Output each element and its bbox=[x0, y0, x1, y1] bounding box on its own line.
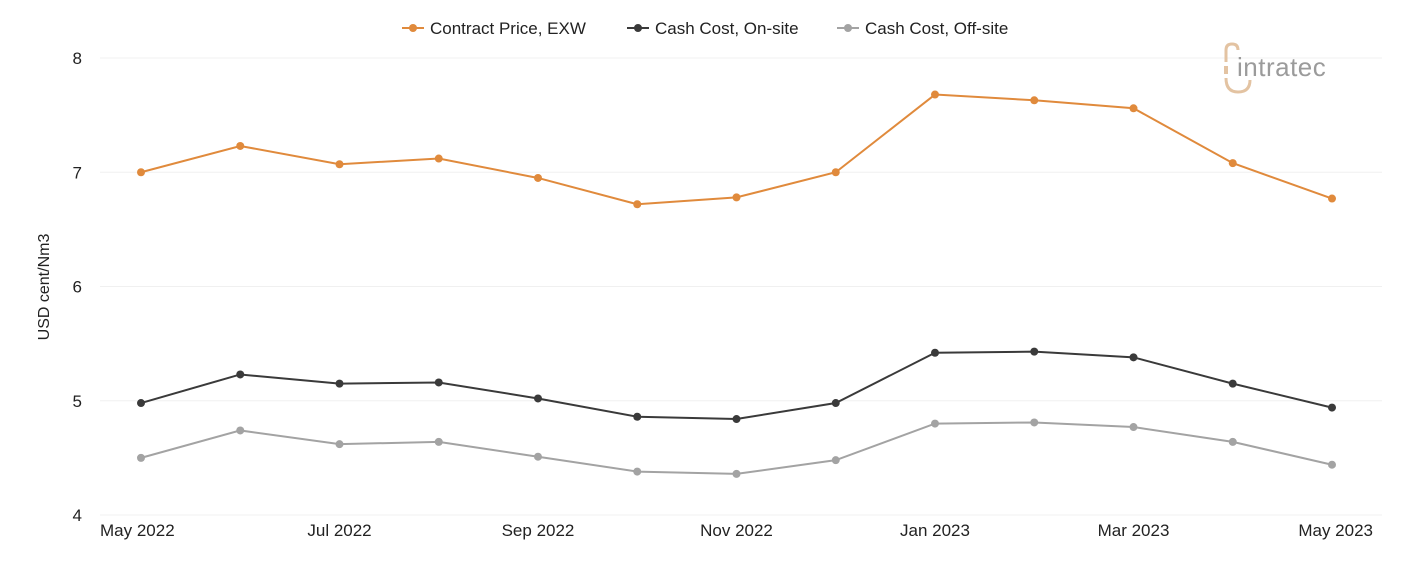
x-tick-label: Jul 2022 bbox=[307, 521, 371, 540]
data-point[interactable] bbox=[931, 348, 939, 357]
data-point[interactable] bbox=[335, 160, 344, 169]
legend-label: Cash Cost, On-site bbox=[655, 19, 799, 38]
legend-marker-icon bbox=[844, 24, 852, 32]
data-point[interactable] bbox=[831, 399, 840, 408]
data-point[interactable] bbox=[931, 90, 939, 99]
y-axis-title: USD cent/Nm3 bbox=[36, 234, 53, 341]
data-point[interactable] bbox=[1030, 347, 1039, 356]
data-point[interactable] bbox=[1129, 423, 1138, 432]
y-tick-label: 6 bbox=[73, 278, 82, 297]
data-point[interactable] bbox=[1328, 194, 1336, 203]
x-tick-label: May 2023 bbox=[1298, 521, 1373, 540]
data-point[interactable] bbox=[335, 440, 344, 449]
x-tick-label: Nov 2022 bbox=[700, 521, 773, 540]
data-point[interactable] bbox=[534, 394, 542, 403]
legend-label: Cash Cost, Off-site bbox=[865, 19, 1008, 38]
data-point[interactable] bbox=[137, 453, 145, 462]
series-line-2 bbox=[140, 421, 1333, 475]
data-point[interactable] bbox=[633, 200, 642, 209]
y-tick-label: 4 bbox=[73, 506, 82, 525]
data-point[interactable] bbox=[236, 141, 245, 150]
data-point[interactable] bbox=[633, 467, 642, 476]
data-point[interactable] bbox=[633, 412, 642, 421]
legend-marker-icon bbox=[634, 24, 642, 32]
data-point[interactable] bbox=[931, 419, 939, 428]
data-point[interactable] bbox=[1030, 418, 1039, 427]
data-point[interactable] bbox=[831, 168, 840, 177]
y-axis-ticks: 4 5 6 7 8 bbox=[73, 49, 82, 525]
data-point[interactable] bbox=[335, 379, 344, 388]
legend-label: Contract Price, EXW bbox=[430, 19, 586, 38]
gridlines bbox=[100, 57, 1382, 516]
data-point[interactable] bbox=[1328, 460, 1336, 469]
series-layer bbox=[137, 90, 1336, 478]
series-0 bbox=[137, 90, 1336, 209]
data-point[interactable] bbox=[1228, 437, 1237, 446]
data-point[interactable] bbox=[1228, 379, 1237, 388]
x-axis-ticks: May 2022 Jul 2022 Sep 2022 Nov 2022 Jan 2023… bbox=[100, 521, 1373, 540]
x-tick-label: Jan 2023 bbox=[900, 521, 970, 540]
legend-item-2[interactable]: Cash Cost, Off-site bbox=[837, 19, 1008, 38]
data-point[interactable] bbox=[1228, 159, 1237, 168]
logo-mark-icon bbox=[1224, 42, 1252, 94]
data-point[interactable] bbox=[137, 168, 145, 177]
legend[interactable]: Contract Price, EXW Cash Cost, On-site Cas… bbox=[402, 19, 1008, 38]
intratec-logo: intratec bbox=[1224, 42, 1326, 94]
y-tick-label: 5 bbox=[73, 392, 82, 411]
legend-marker-icon bbox=[409, 24, 417, 32]
legend-item-0[interactable]: Contract Price, EXW bbox=[402, 19, 586, 38]
data-point[interactable] bbox=[1328, 403, 1336, 412]
data-point[interactable] bbox=[732, 415, 741, 424]
data-point[interactable] bbox=[534, 452, 542, 461]
series-1 bbox=[137, 347, 1336, 424]
series-2 bbox=[137, 418, 1336, 478]
y-tick-label: 7 bbox=[73, 163, 82, 182]
logo-text: intratec bbox=[1237, 52, 1326, 82]
series-line-1 bbox=[140, 350, 1333, 421]
data-point[interactable] bbox=[236, 370, 245, 379]
data-point[interactable] bbox=[1129, 353, 1138, 362]
legend-item-1[interactable]: Cash Cost, On-site bbox=[627, 19, 799, 38]
data-point[interactable] bbox=[534, 173, 542, 182]
data-point[interactable] bbox=[434, 378, 443, 387]
x-tick-label: Sep 2022 bbox=[502, 521, 575, 540]
data-point[interactable] bbox=[1129, 104, 1138, 113]
data-point[interactable] bbox=[732, 469, 741, 478]
y-tick-label: 8 bbox=[73, 49, 82, 68]
data-point[interactable] bbox=[236, 426, 245, 435]
x-tick-label: Mar 2023 bbox=[1098, 521, 1170, 540]
x-tick-label: May 2022 bbox=[100, 521, 175, 540]
data-point[interactable] bbox=[434, 154, 443, 163]
data-point[interactable] bbox=[732, 193, 741, 202]
data-point[interactable] bbox=[434, 437, 443, 446]
data-point[interactable] bbox=[831, 456, 840, 465]
data-point[interactable] bbox=[1030, 96, 1039, 105]
data-point[interactable] bbox=[137, 399, 145, 408]
series-line-0 bbox=[140, 93, 1333, 206]
